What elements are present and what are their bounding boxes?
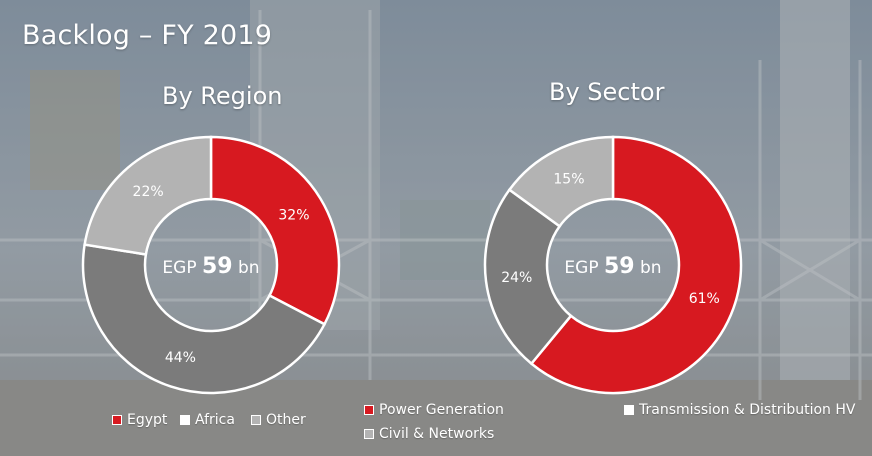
legend-swatch [364, 405, 374, 415]
center-label-value: 59 [202, 254, 233, 279]
legend-swatch [364, 429, 374, 439]
legend-item-transmission-and-distribution-hv: Transmission & Distribution HV [624, 402, 856, 418]
donut-chart-region: 32% 44% 22% EGP 59 bn [81, 135, 341, 395]
data-label-egypt: 32% [278, 208, 309, 224]
center-label: EGP 59 bn [162, 254, 259, 279]
legend-swatch [180, 415, 190, 425]
slice-power-generation [529, 135, 743, 395]
data-label-civil-and-networks: 15% [553, 172, 584, 188]
legend-item-egypt: Egypt [112, 412, 167, 428]
donut-chart-sector: 61% 24% 15% EGP 59 bn [483, 135, 743, 395]
data-label-africa: 22% [133, 184, 164, 200]
legend-label: Other [266, 412, 306, 428]
center-label-value: 59 [604, 254, 635, 279]
center-label-suffix: bn [233, 258, 260, 278]
data-label-other: 44% [165, 350, 196, 366]
legend-item-power-generation: Power Generation [364, 402, 504, 418]
legend-item-other: Other [251, 412, 306, 428]
slice-transmission-and-distribution-hv [483, 188, 573, 366]
center-label-prefix: EGP [162, 258, 202, 278]
chart-title-sector: By Sector [549, 78, 665, 106]
slice-africa [83, 135, 213, 256]
slice-other [81, 243, 327, 395]
slide-title: Backlog – FY 2019 [22, 20, 273, 51]
legend-label: Africa [195, 412, 235, 428]
slice-egypt [209, 135, 341, 326]
data-label-power-generation: 61% [689, 291, 720, 307]
legend-item-civil-and-networks: Civil & Networks [364, 426, 494, 442]
center-label-suffix: bn [635, 258, 662, 278]
legend-label: Egypt [127, 412, 168, 428]
legend-label: Transmission & Distribution HV [639, 402, 856, 418]
data-label-transmission-and-distribution-hv: 24% [501, 270, 532, 286]
center-label: EGP 59 bn [564, 254, 661, 279]
legend-item-africa: Africa [180, 412, 235, 428]
legend-swatch [112, 415, 122, 425]
legend-label: Power Generation [379, 402, 504, 418]
legend-swatch [624, 405, 634, 415]
legend-swatch [251, 415, 261, 425]
legend-label: Civil & Networks [379, 426, 495, 442]
chart-title-region: By Region [162, 82, 283, 110]
slice-civil-and-networks [507, 135, 615, 228]
center-label-prefix: EGP [564, 258, 604, 278]
